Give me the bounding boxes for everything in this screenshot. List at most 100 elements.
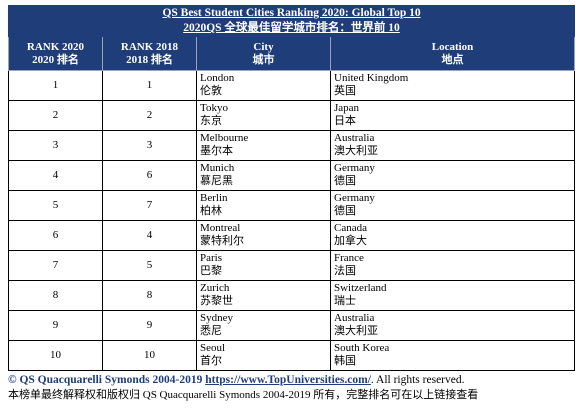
location-en: Germany: [334, 192, 375, 204]
city-en: London: [200, 72, 235, 84]
location-en: Canada: [334, 222, 367, 234]
table-row: 3 3 Melbourne 墨尔本 Australia 澳大利亚: [8, 130, 576, 161]
table-row: 4 6 Munich 慕尼黑 Germany 德国: [8, 160, 576, 191]
location-cell: Switzerland 瑞士: [329, 280, 576, 311]
header-rank-2018: RANK 2018 2018 排名: [102, 36, 197, 71]
footer-copyright-line: © QS Quacquarelli Symonds 2004-2019 http…: [8, 373, 574, 388]
location-cell: Australia 澳大利亚: [329, 130, 576, 161]
header-location: Location 地点: [329, 36, 576, 71]
rank-2020-cell: 7: [8, 250, 103, 281]
header-city-zh: 城市: [252, 53, 275, 66]
city-zh: 墨尔本: [200, 145, 233, 157]
table-body: 1 1 London 伦敦 United Kingdom 英国 2 2 Tokyo 东…: [8, 70, 576, 371]
city-cell: Berlin 柏林: [196, 190, 331, 221]
rank-2020-cell: 3: [8, 130, 103, 161]
rank-2018-cell: 3: [102, 130, 197, 161]
header-rank-2018-en: RANK 2018: [120, 40, 179, 53]
city-zh: 慕尼黑: [200, 175, 233, 187]
city-zh: 蒙特利尔: [200, 235, 244, 247]
header-rank-2018-zh: 2018 排名: [126, 53, 173, 66]
city-zh: 苏黎世: [200, 295, 233, 307]
rank-2018-cell: 10: [102, 340, 197, 371]
rank-2018-cell: 7: [102, 190, 197, 221]
city-en: Zurich: [200, 282, 230, 294]
location-en: France: [334, 252, 364, 264]
city-cell: Munich 慕尼黑: [196, 160, 331, 191]
city-cell: Sydney 悉尼: [196, 310, 331, 341]
location-cell: South Korea 韩国: [329, 340, 576, 371]
city-zh: 首尔: [200, 355, 222, 367]
city-cell: London 伦敦: [196, 70, 331, 101]
copyright-text: © QS Quacquarelli Symonds 2004-2019: [8, 374, 203, 386]
rank-2018-cell: 6: [102, 160, 197, 191]
header-location-en: Location: [431, 40, 474, 53]
location-cell: France 法国: [329, 250, 576, 281]
city-zh: 巴黎: [200, 265, 222, 277]
rank-2018-cell: 1: [102, 70, 197, 101]
rank-2020-cell: 4: [8, 160, 103, 191]
location-zh: 澳大利亚: [334, 145, 378, 157]
city-zh: 悉尼: [200, 325, 222, 337]
location-zh: 英国: [334, 85, 356, 97]
rank-2020-cell: 1: [8, 70, 103, 101]
location-en: United Kingdom: [334, 72, 409, 84]
table-row: 5 7 Berlin 柏林 Germany 德国: [8, 190, 576, 221]
location-zh: 韩国: [334, 355, 356, 367]
location-en: South Korea: [334, 342, 390, 354]
rank-2018-cell: 2: [102, 100, 197, 131]
location-cell: Japan 日本: [329, 100, 576, 131]
rights-text: . All rights reserved.: [370, 374, 465, 386]
rank-2020-cell: 8: [8, 280, 103, 311]
ranking-table: QS Best Student Cities Ranking 2020: Glo…: [7, 5, 576, 371]
location-cell: Australia 澳大利亚: [329, 310, 576, 341]
city-en: Munich: [200, 162, 235, 174]
header-city: City 城市: [196, 36, 331, 71]
location-en: Germany: [334, 162, 375, 174]
location-en: Japan: [334, 102, 360, 114]
location-en: Switzerland: [334, 282, 387, 294]
city-en: Tokyo: [200, 102, 228, 114]
rank-2018-cell: 9: [102, 310, 197, 341]
rank-2020-cell: 5: [8, 190, 103, 221]
location-zh: 瑞士: [334, 295, 356, 307]
location-cell: Germany 德国: [329, 190, 576, 221]
table-row: 1 1 London 伦敦 United Kingdom 英国: [8, 70, 576, 101]
table-header-row: RANK 2020 2020 排名 RANK 2018 2018 排名 City…: [8, 36, 576, 71]
header-rank-2020-zh: 2020 排名: [32, 53, 79, 66]
table-title: QS Best Student Cities Ranking 2020: Glo…: [7, 5, 576, 37]
city-en: Sydney: [200, 312, 233, 324]
city-cell: Tokyo 东京: [196, 100, 331, 131]
city-cell: Melbourne 墨尔本: [196, 130, 331, 161]
table-row: 7 5 Paris 巴黎 France 法国: [8, 250, 576, 281]
rank-2020-cell: 9: [8, 310, 103, 341]
table-row: 6 4 Montreal 蒙特利尔 Canada 加拿大: [8, 220, 576, 251]
city-en: Montreal: [200, 222, 241, 234]
city-zh: 柏林: [200, 205, 222, 217]
table-title-zh: 2020QS 全球最佳留学城市排名：世界前 10: [183, 22, 400, 34]
rank-2020-cell: 2: [8, 100, 103, 131]
location-cell: Canada 加拿大: [329, 220, 576, 251]
header-city-en: City: [253, 40, 274, 53]
city-en: Berlin: [200, 192, 228, 204]
location-zh: 德国: [334, 175, 356, 187]
city-en: Paris: [200, 252, 222, 264]
rank-2018-cell: 5: [102, 250, 197, 281]
city-en: Seoul: [200, 342, 226, 354]
location-en: Australia: [334, 312, 375, 324]
header-rank-2020-en: RANK 2020: [26, 40, 85, 53]
city-zh: 伦敦: [200, 85, 222, 97]
table-title-row: QS Best Student Cities Ranking 2020: Glo…: [7, 5, 576, 37]
location-zh: 法国: [334, 265, 356, 277]
city-zh: 东京: [200, 115, 222, 127]
location-en: Australia: [334, 132, 375, 144]
topuniversities-link[interactable]: https://www.TopUniversities.com/: [205, 374, 371, 386]
table-row: 2 2 Tokyo 东京 Japan 日本: [8, 100, 576, 131]
city-cell: Montreal 蒙特利尔: [196, 220, 331, 251]
ranking-document: QS Best Student Cities Ranking 2020: Glo…: [7, 5, 576, 403]
table-row: 8 8 Zurich 苏黎世 Switzerland 瑞士: [8, 280, 576, 311]
city-cell: Zurich 苏黎世: [196, 280, 331, 311]
rank-2020-cell: 10: [8, 340, 103, 371]
rank-2018-cell: 4: [102, 220, 197, 251]
city-cell: Paris 巴黎: [196, 250, 331, 281]
city-en: Melbourne: [200, 132, 249, 144]
